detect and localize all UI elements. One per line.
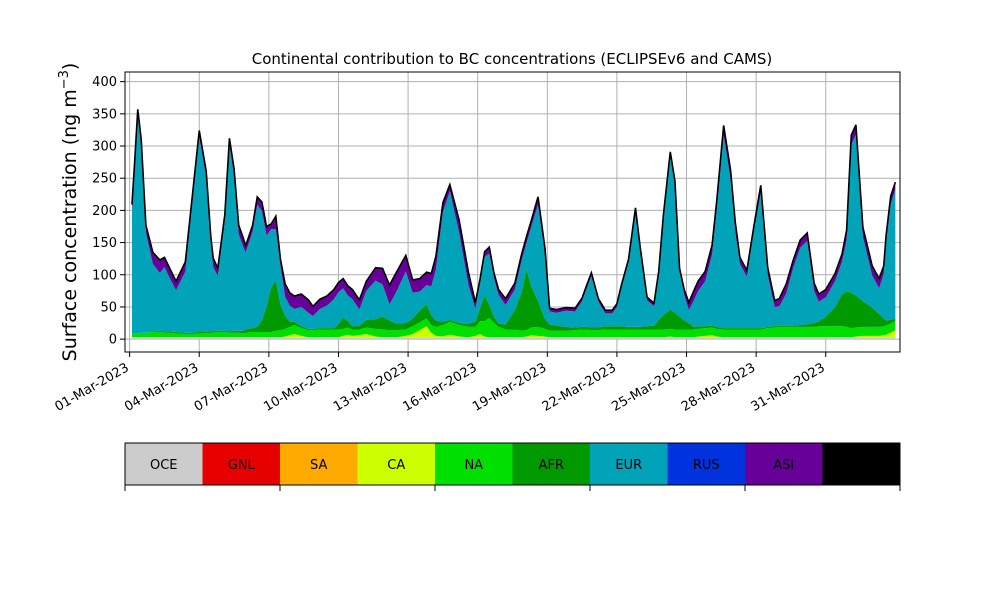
y-tick-label: 250 [92, 172, 117, 187]
legend-label-afr: AFR [539, 458, 564, 473]
y-axis-label-text: Surface concentration (ng m [59, 89, 81, 361]
legend-swatch-eur [590, 443, 668, 485]
legend-label-sa: SA [310, 458, 327, 473]
legend-label-oce: OCE [150, 458, 178, 473]
legend-label-rus: RUS [693, 458, 720, 473]
area-na [131, 317, 896, 338]
chart-title: Continental contribution to BC concentra… [252, 50, 773, 68]
stacked-areas [131, 109, 896, 340]
y-tick-label: 300 [92, 140, 117, 155]
y-axis-label: Surface concentration (ng m−3) [57, 63, 81, 362]
y-tick-label: 200 [92, 204, 117, 219]
y-tick-label: 50 [100, 300, 117, 315]
legend-swatch-aus [822, 443, 901, 485]
y-axis-ticks: 0 50 100 150 200 250 300 350 400 [92, 75, 125, 348]
legend-label-gnl: GNL [228, 458, 256, 473]
plot-frame [124, 71, 901, 353]
y-tick-label: 100 [92, 268, 117, 283]
legend-label-ca: CA [387, 458, 405, 473]
legend-swatch-ca [357, 443, 436, 485]
y-tick-label: 400 [92, 75, 117, 90]
y-tick-label: 0 [109, 333, 117, 348]
legend-swatch-na [435, 443, 513, 485]
legend-swatch-oce [125, 443, 203, 485]
legend-label-aus: AUS [848, 458, 875, 473]
area-asi [131, 109, 896, 316]
legend-swatch-gnl [202, 443, 281, 485]
y-tick-label: 150 [92, 236, 117, 251]
y-axis-label-close: ) [59, 63, 81, 70]
area-eur [131, 115, 896, 334]
legend-label-na: NA [464, 458, 483, 473]
legend-swatch-rus [667, 443, 746, 485]
legend-swatch-afr [512, 443, 591, 485]
legend-frame [124, 442, 901, 486]
legend-swatch-asi [745, 443, 823, 485]
area-oce [131, 337, 896, 340]
total-outline [131, 109, 897, 311]
legend-label-asi: ASI [773, 458, 794, 473]
y-axis-label-exponent: −3 [57, 70, 72, 89]
legend-label-eur: EUR [615, 458, 642, 473]
area-afr [131, 268, 896, 334]
y-tick-label: 350 [92, 107, 117, 122]
legend-swatch-sa [280, 443, 358, 485]
colorbar-legend: OCE GNL SA CA NA AFR EUR RUS ASI AUS [124, 442, 901, 491]
